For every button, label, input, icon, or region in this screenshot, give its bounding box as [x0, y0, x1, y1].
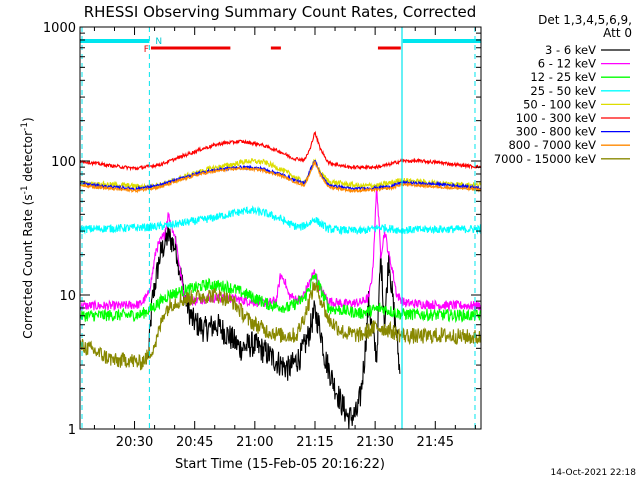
legend-label-5: 50 - 100 keV [523, 97, 596, 111]
y-tick-label: 1000 [43, 21, 76, 36]
flare-flag-label: F [144, 45, 149, 55]
y-axis-label-mid: detector [21, 131, 35, 186]
x-tick-label: 21:00 [236, 435, 273, 450]
series-line-1 [147, 225, 401, 430]
y-tick-label: 10 [59, 289, 76, 304]
x-tick-label: 20:30 [116, 435, 153, 450]
series-line-2 [79, 188, 482, 312]
x-axis-label: Start Time (15-Feb-05 20:16:22) [175, 457, 385, 472]
generation-timestamp: 14-Oct-2021 22:18 [551, 468, 637, 478]
legend-label-2: 6 - 12 keV [538, 57, 596, 71]
legend-label-3: 12 - 25 keV [530, 70, 596, 84]
x-axis: 20:30 20:45 21:00 21:15 21:30 21:45 [93, 27, 476, 450]
y-axis-label: Corrected Count Rate (s-1 detector-1) [20, 117, 35, 338]
plot-frame [79, 26, 482, 430]
x-tick-label: 21:45 [417, 435, 454, 450]
legend-label-6: 100 - 300 keV [516, 111, 596, 125]
y-axis-label-end: ) [21, 117, 35, 122]
x-tick-label: 21:30 [356, 435, 393, 450]
legend-header-attenuator: Att 0 [603, 26, 632, 40]
series-layer [79, 130, 482, 430]
legend-header-detectors: Det 1,3,4,5,6,9, [538, 13, 632, 27]
legend-label-9: 7000 - 15000 keV [494, 152, 596, 166]
night-flag-label: N [155, 37, 162, 47]
series-line-4 [79, 205, 482, 236]
legend-label-1: 3 - 6 keV [545, 43, 596, 57]
y-axis-label-sup1: -1 [20, 185, 30, 194]
series-line-6 [79, 130, 482, 172]
series-line-3 [79, 273, 482, 324]
legend-label-4: 25 - 50 keV [530, 84, 596, 98]
legend-label-7: 300 - 800 keV [516, 125, 596, 139]
x-tick-label: 20:45 [176, 435, 213, 450]
y-axis: 1 10 100 1000 [43, 21, 481, 438]
series-line-9 [79, 281, 481, 371]
y-axis-label-main: Corrected Count Rate (s [21, 194, 35, 338]
marker-layer: FN [80, 27, 481, 429]
x-tick-label: 21:15 [296, 435, 333, 450]
y-tick-label: 1 [68, 423, 76, 438]
y-tick-label: 100 [51, 155, 76, 170]
series-line-8 [79, 159, 482, 194]
y-axis-label-sup2: -1 [20, 122, 30, 131]
chart-title: RHESSI Observing Summary Count Rates, Co… [84, 3, 477, 21]
legend-label-8: 800 - 7000 keV [508, 138, 596, 152]
